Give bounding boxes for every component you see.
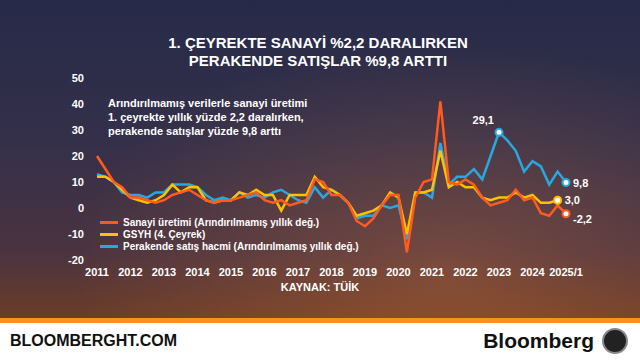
svg-text:0: 0: [78, 202, 84, 214]
svg-text:10: 10: [72, 176, 84, 188]
html-text:PERAKENDE SATIŞLAR %9,8 ARTTI: PERAKENDE SATIŞLAR %9,8 ARTTI: [188, 52, 448, 69]
svg-text:20: 20: [72, 150, 84, 162]
html-text:Perakende satış hacmi (Arındır: Perakende satış hacmi (Arındırılmamış yı…: [123, 240, 359, 252]
svg-text:2020: 2020: [386, 266, 410, 278]
svg-text:3,0: 3,0: [565, 194, 580, 206]
html-text:Bloomberg: Bloomberg: [483, 329, 594, 352]
svg-text:2017: 2017: [286, 266, 310, 278]
svg-text:2015: 2015: [219, 266, 243, 278]
html-text:KAYNAK: TÜİK: KAYNAK: TÜİK: [280, 281, 360, 293]
svg-text:-2,2: -2,2: [573, 213, 592, 225]
svg-text:2023: 2023: [487, 266, 511, 278]
svg-text:2021: 2021: [420, 266, 444, 278]
svg-text:30: 30: [72, 124, 84, 136]
svg-text:2022: 2022: [453, 266, 477, 278]
html-text:1. ÇEYREKTE SANAYİ %2,2 DARALI: 1. ÇEYREKTE SANAYİ %2,2 DARALIRKEN: [168, 34, 468, 51]
html-text:perakende satışlar yüzde 9,8 a: perakende satışlar yüzde 9,8 arttı: [108, 125, 281, 137]
svg-text:2011: 2011: [85, 266, 109, 278]
svg-text:2013: 2013: [152, 266, 176, 278]
svg-text:2025/1: 2025/1: [549, 266, 583, 278]
svg-text:2024: 2024: [520, 266, 545, 278]
html-text:BLOOMBERGHT.COM: BLOOMBERGHT.COM: [10, 332, 178, 349]
html-text:GSYH (4. Çeyrek): GSYH (4. Çeyrek): [123, 228, 206, 240]
svg-text:2018: 2018: [319, 266, 343, 278]
svg-text:40: 40: [72, 98, 84, 110]
svg-text:2012: 2012: [118, 266, 142, 278]
html-text:1. çeyrekte yıllık yüzde 2,2 d: 1. çeyrekte yıllık yüzde 2,2 daralırken,: [108, 111, 304, 123]
svg-text:9,8: 9,8: [573, 177, 588, 189]
svg-text:29,1: 29,1: [473, 114, 494, 126]
html-text:Arındırılmamış verilerle sanay: Arındırılmamış verilerle sanayi üretimi: [108, 97, 308, 109]
svg-text:-20: -20: [68, 254, 84, 266]
svg-text:2014: 2014: [185, 266, 210, 278]
svg-text:-10: -10: [68, 228, 84, 240]
html-text:Sanayi üretimi (Arındırılmamış: Sanayi üretimi (Arındırılmamış yıllık de…: [123, 216, 320, 228]
svg-text:50: 50: [72, 72, 84, 84]
svg-text:2019: 2019: [353, 266, 377, 278]
svg-text:2016: 2016: [252, 266, 276, 278]
